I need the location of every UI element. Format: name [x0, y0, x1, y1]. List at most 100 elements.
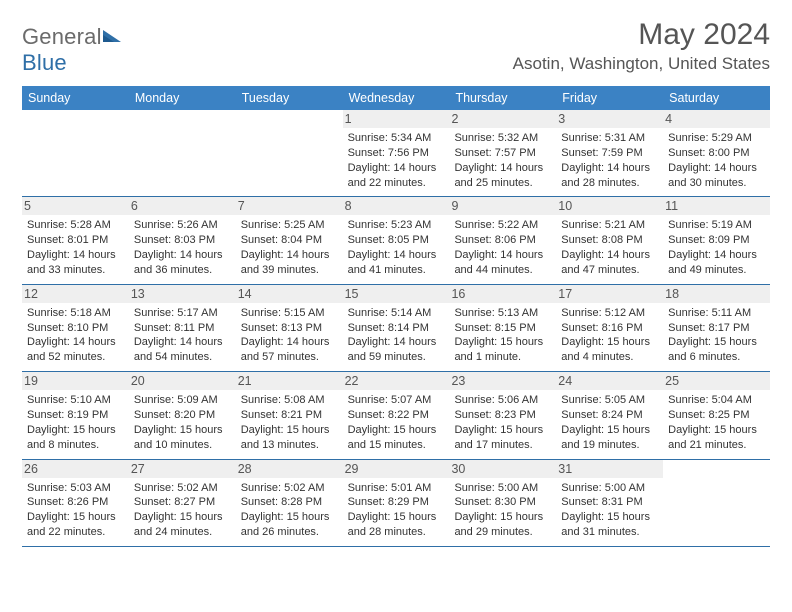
- sunset-text: Sunset: 8:03 PM: [134, 233, 231, 248]
- daylight-text: Daylight: 14 hours: [348, 161, 445, 176]
- sunrise-text: Sunrise: 5:00 AM: [454, 481, 551, 496]
- daylight-text: and 19 minutes.: [561, 438, 658, 453]
- day-number: 2: [449, 110, 556, 128]
- daylight-text: and 4 minutes.: [561, 350, 658, 365]
- day-info: Sunrise: 5:25 AMSunset: 8:04 PMDaylight:…: [241, 218, 338, 277]
- day-cell: 2 Sunrise: 5:32 AMSunset: 7:57 PMDaylight…: [449, 110, 556, 196]
- daylight-text: and 6 minutes.: [668, 350, 765, 365]
- daylight-text: Daylight: 14 hours: [27, 248, 124, 263]
- day-info: Sunrise: 5:08 AMSunset: 8:21 PMDaylight:…: [241, 393, 338, 452]
- day-info: Sunrise: 5:04 AMSunset: 8:25 PMDaylight:…: [668, 393, 765, 452]
- daylight-text: Daylight: 14 hours: [348, 335, 445, 350]
- week-row: 19Sunrise: 5:10 AMSunset: 8:19 PMDayligh…: [22, 372, 770, 459]
- day-info: Sunrise: 5:34 AMSunset: 7:56 PMDaylight:…: [348, 131, 445, 190]
- day-cell: 31Sunrise: 5:00 AMSunset: 8:31 PMDayligh…: [556, 460, 663, 546]
- sunrise-text: Sunrise: 5:04 AM: [668, 393, 765, 408]
- day-cell: 10 Sunrise: 5:21 AMSunset: 8:08 PMDayligh…: [556, 197, 663, 283]
- daylight-text: and 26 minutes.: [241, 525, 338, 540]
- sunrise-text: Sunrise: 5:26 AM: [134, 218, 231, 233]
- day-cell: 20Sunrise: 5:09 AMSunset: 8:20 PMDayligh…: [129, 372, 236, 458]
- sunset-text: Sunset: 8:24 PM: [561, 408, 658, 423]
- day-cell: 22Sunrise: 5:07 AMSunset: 8:22 PMDayligh…: [343, 372, 450, 458]
- empty-day-cell: [129, 110, 236, 196]
- sunset-text: Sunset: 7:57 PM: [454, 146, 551, 161]
- weeks-container: 1Sunrise: 5:34 AMSunset: 7:56 PMDaylight…: [22, 110, 770, 547]
- title-block: May 2024 Asotin, Washington, United Stat…: [513, 18, 770, 74]
- sunrise-text: Sunrise: 5:18 AM: [27, 306, 124, 321]
- sunset-text: Sunset: 8:01 PM: [27, 233, 124, 248]
- day-info: Sunrise: 5:23 AMSunset: 8:05 PMDaylight:…: [348, 218, 445, 277]
- day-info: Sunrise: 5:32 AMSunset: 7:57 PMDaylight:…: [454, 131, 551, 190]
- sunrise-text: Sunrise: 5:29 AM: [668, 131, 765, 146]
- day-info: Sunrise: 5:15 AMSunset: 8:13 PMDaylight:…: [241, 306, 338, 365]
- day-cell: 25Sunrise: 5:04 AMSunset: 8:25 PMDayligh…: [663, 372, 770, 458]
- sunrise-text: Sunrise: 5:34 AM: [348, 131, 445, 146]
- day-number: 11: [663, 197, 770, 215]
- day-cell: 29Sunrise: 5:01 AMSunset: 8:29 PMDayligh…: [343, 460, 450, 546]
- brand-logo: General Blue: [22, 18, 123, 76]
- sunset-text: Sunset: 8:22 PM: [348, 408, 445, 423]
- weekday-header-row: SundayMondayTuesdayWednesdayThursdayFrid…: [22, 86, 770, 110]
- daylight-text: and 36 minutes.: [134, 263, 231, 278]
- week-row: 26Sunrise: 5:03 AMSunset: 8:26 PMDayligh…: [22, 460, 770, 547]
- day-info: Sunrise: 5:26 AMSunset: 8:03 PMDaylight:…: [134, 218, 231, 277]
- day-number: 30: [449, 460, 556, 478]
- day-info: Sunrise: 5:28 AMSunset: 8:01 PMDaylight:…: [27, 218, 124, 277]
- day-number: 15: [343, 285, 450, 303]
- day-number: 22: [343, 372, 450, 390]
- day-cell: 13Sunrise: 5:17 AMSunset: 8:11 PMDayligh…: [129, 285, 236, 371]
- sunrise-text: Sunrise: 5:22 AM: [454, 218, 551, 233]
- day-cell: 15Sunrise: 5:14 AMSunset: 8:14 PMDayligh…: [343, 285, 450, 371]
- day-cell: 8Sunrise: 5:23 AMSunset: 8:05 PMDaylight…: [343, 197, 450, 283]
- weekday-header: Sunday: [22, 86, 129, 110]
- daylight-text: Daylight: 14 hours: [668, 248, 765, 263]
- sunrise-text: Sunrise: 5:28 AM: [27, 218, 124, 233]
- sunset-text: Sunset: 8:29 PM: [348, 495, 445, 510]
- sunset-text: Sunset: 8:27 PM: [134, 495, 231, 510]
- day-info: Sunrise: 5:29 AMSunset: 8:00 PMDaylight:…: [668, 131, 765, 190]
- day-number: 7: [236, 197, 343, 215]
- day-info: Sunrise: 5:18 AMSunset: 8:10 PMDaylight:…: [27, 306, 124, 365]
- daylight-text: Daylight: 14 hours: [134, 248, 231, 263]
- day-info: Sunrise: 5:02 AMSunset: 8:28 PMDaylight:…: [241, 481, 338, 540]
- day-info: Sunrise: 5:13 AMSunset: 8:15 PMDaylight:…: [454, 306, 551, 365]
- daylight-text: and 22 minutes.: [348, 176, 445, 191]
- day-info: Sunrise: 5:00 AMSunset: 8:30 PMDaylight:…: [454, 481, 551, 540]
- brand-general: General: [22, 24, 102, 49]
- sunset-text: Sunset: 8:04 PM: [241, 233, 338, 248]
- sunset-text: Sunset: 8:11 PM: [134, 321, 231, 336]
- day-info: Sunrise: 5:22 AMSunset: 8:06 PMDaylight:…: [454, 218, 551, 277]
- day-number: 28: [236, 460, 343, 478]
- day-cell: 16Sunrise: 5:13 AMSunset: 8:15 PMDayligh…: [449, 285, 556, 371]
- header-row: General Blue May 2024 Asotin, Washington…: [22, 18, 770, 76]
- sunset-text: Sunset: 8:26 PM: [27, 495, 124, 510]
- daylight-text: Daylight: 14 hours: [241, 335, 338, 350]
- day-number: 10: [556, 197, 663, 215]
- day-number: 29: [343, 460, 450, 478]
- day-cell: 26Sunrise: 5:03 AMSunset: 8:26 PMDayligh…: [22, 460, 129, 546]
- daylight-text: and 31 minutes.: [561, 525, 658, 540]
- day-cell: 30 Sunrise: 5:00 AMSunset: 8:30 PMDayligh…: [449, 460, 556, 546]
- day-cell: 21Sunrise: 5:08 AMSunset: 8:21 PMDayligh…: [236, 372, 343, 458]
- sunrise-text: Sunrise: 5:06 AM: [454, 393, 551, 408]
- day-cell: 18Sunrise: 5:11 AMSunset: 8:17 PMDayligh…: [663, 285, 770, 371]
- day-number: 18: [663, 285, 770, 303]
- week-row: 12Sunrise: 5:18 AMSunset: 8:10 PMDayligh…: [22, 285, 770, 372]
- daylight-text: Daylight: 14 hours: [454, 161, 551, 176]
- day-cell: 14Sunrise: 5:15 AMSunset: 8:13 PMDayligh…: [236, 285, 343, 371]
- daylight-text: and 28 minutes.: [348, 525, 445, 540]
- day-cell: 11Sunrise: 5:19 AMSunset: 8:09 PMDayligh…: [663, 197, 770, 283]
- weekday-header: Wednesday: [343, 86, 450, 110]
- week-row: 1Sunrise: 5:34 AMSunset: 7:56 PMDaylight…: [22, 110, 770, 197]
- location-text: Asotin, Washington, United States: [513, 54, 770, 74]
- daylight-text: Daylight: 14 hours: [561, 248, 658, 263]
- daylight-text: and 24 minutes.: [134, 525, 231, 540]
- daylight-text: and 57 minutes.: [241, 350, 338, 365]
- day-info: Sunrise: 5:21 AMSunset: 8:08 PMDaylight:…: [561, 218, 658, 277]
- day-number: 23: [449, 372, 556, 390]
- daylight-text: Daylight: 15 hours: [454, 510, 551, 525]
- daylight-text: Daylight: 14 hours: [561, 161, 658, 176]
- day-number: 19: [22, 372, 129, 390]
- sunrise-text: Sunrise: 5:09 AM: [134, 393, 231, 408]
- daylight-text: and 25 minutes.: [454, 176, 551, 191]
